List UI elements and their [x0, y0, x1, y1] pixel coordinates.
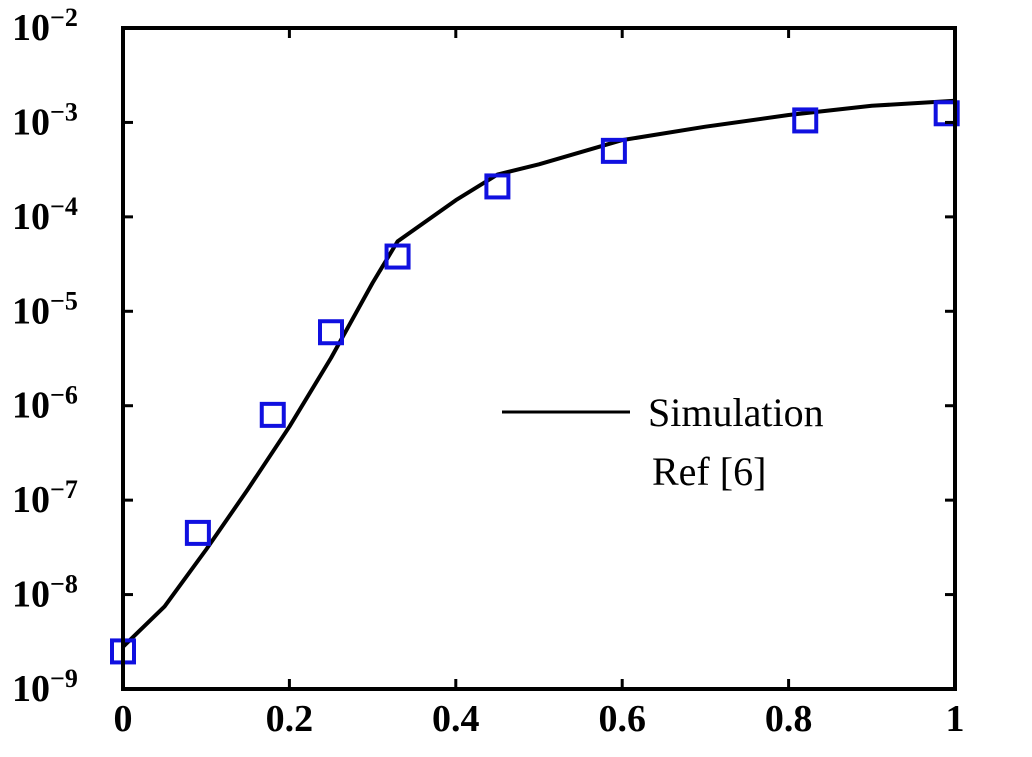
- y-tick-label: 10−2: [12, 3, 78, 49]
- data-point-ref6: [184, 519, 211, 546]
- data-point-ref6: [792, 107, 819, 134]
- data-point-ref6: [259, 401, 286, 428]
- data-point-ref6: [384, 243, 411, 270]
- data-point-ref6: [600, 137, 627, 164]
- y-tick-label: 10−7: [12, 475, 78, 521]
- y-tick-label: 10−3: [12, 97, 78, 143]
- x-tick-label: 0: [114, 698, 133, 740]
- y-tick-label: 10−8: [12, 570, 78, 616]
- x-tick-label: 0.6: [598, 698, 646, 740]
- axes: 0 0.2 0.4 0.6 0.8 1 10−9 10−8 10−7 10−6 10−5 10−4 10…: [12, 3, 965, 740]
- data-point-ref6: [933, 100, 960, 127]
- legend: Simulation Ref [6]: [502, 390, 824, 494]
- y-tick-label: 10−4: [12, 192, 78, 238]
- data-point-ref6: [484, 173, 511, 200]
- x-tick-label: 0.2: [266, 698, 314, 740]
- data-point-ref6: [318, 319, 344, 346]
- y-tick-label: 10−6: [12, 381, 78, 427]
- legend-label-ref6: Ref [6]: [652, 449, 766, 494]
- plot-area: [110, 98, 960, 665]
- y-tick-label: 10−9: [12, 664, 78, 710]
- x-tick-label: 1: [946, 698, 965, 740]
- x-tick-label: 0.8: [765, 698, 813, 740]
- x-tick-label: 0.4: [432, 698, 480, 740]
- series-line-simulation: [121, 98, 956, 649]
- plot-frame: [121, 26, 957, 691]
- y-tick-label: 10−5: [12, 286, 78, 332]
- legend-label-simulation: Simulation: [648, 390, 824, 435]
